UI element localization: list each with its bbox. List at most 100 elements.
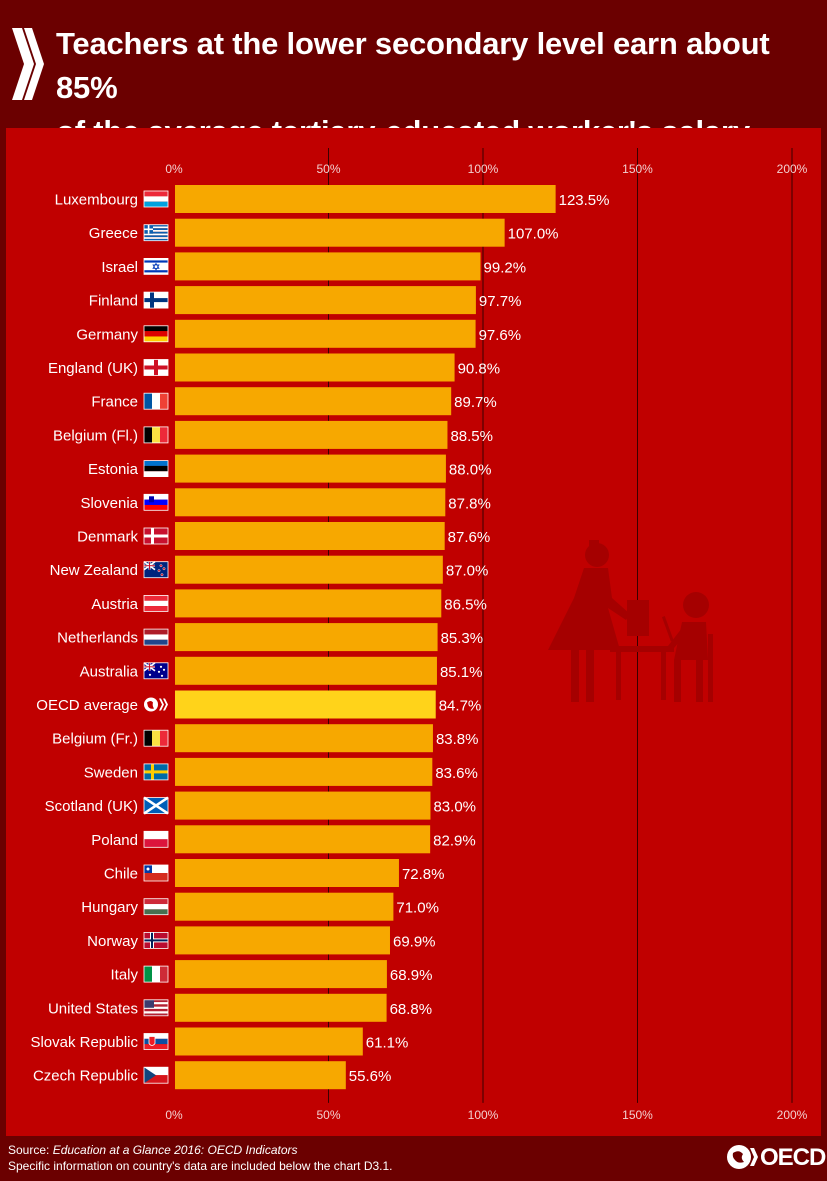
- bar: [175, 286, 476, 315]
- category-label: Slovenia: [80, 495, 138, 512]
- category-label: Estonia: [88, 461, 139, 478]
- source-title: Education at a Glance 2016: OECD Indicat…: [52, 1143, 298, 1157]
- bar: [175, 1027, 363, 1056]
- bar: [175, 589, 442, 618]
- x-tick-label-top: 50%: [316, 162, 340, 176]
- category-label: OECD average: [36, 697, 138, 714]
- value-label: 97.7%: [479, 293, 522, 310]
- category-label: Belgium (Fl.): [53, 427, 138, 444]
- category-label: Italy: [110, 967, 138, 984]
- category-label: New Zealand: [50, 562, 138, 579]
- value-label: 68.9%: [390, 967, 433, 984]
- australia-flag-icon: [143, 662, 169, 680]
- value-label: 55.6%: [349, 1068, 392, 1085]
- category-label: Israel: [101, 259, 138, 276]
- bar: [175, 993, 387, 1022]
- category-label: Poland: [91, 832, 138, 849]
- bar: [175, 454, 446, 483]
- value-label: 84.7%: [439, 698, 482, 715]
- bar: [175, 623, 438, 652]
- source-line: Source: Education at a Glance 2016: OECD…: [8, 1142, 298, 1158]
- x-tick-label-bottom: 0%: [165, 1108, 183, 1122]
- bar: [175, 825, 431, 854]
- italy-flag-icon: [143, 965, 169, 983]
- slovenia-flag-icon: [143, 493, 169, 511]
- category-label: Slovak Republic: [30, 1034, 138, 1051]
- estonia-flag-icon: [143, 460, 169, 478]
- bar: [175, 522, 445, 550]
- category-label: Finland: [89, 293, 138, 310]
- value-label: 83.0%: [433, 799, 476, 816]
- value-label: 90.8%: [458, 361, 501, 378]
- value-label: 72.8%: [402, 866, 445, 883]
- value-label: 88.5%: [450, 428, 493, 445]
- value-label: 87.6%: [448, 529, 491, 546]
- oecd-globe-icon: [727, 1145, 758, 1169]
- bar: [175, 353, 455, 382]
- category-label: Austria: [91, 596, 138, 613]
- category-label: Netherlands: [57, 630, 138, 647]
- x-tick-label-top: 0%: [165, 162, 183, 176]
- united-states-flag-icon: [143, 999, 169, 1017]
- value-label: 99.2%: [484, 259, 527, 276]
- category-label: Germany: [76, 326, 138, 343]
- header: Teachers at the lower secondary level ea…: [0, 0, 827, 149]
- value-label: 83.6%: [435, 765, 478, 782]
- teacher-and-student-illustration: [548, 540, 713, 702]
- oecd-chevron-logo-icon: [12, 28, 44, 100]
- oecd-logo-text: OECD: [760, 1144, 826, 1171]
- x-tick-label-bottom: 200%: [777, 1108, 808, 1122]
- value-label: 83.8%: [436, 731, 479, 748]
- england-flag-icon: [143, 359, 169, 376]
- netherlands-flag-icon: [143, 628, 169, 646]
- category-label: England (UK): [48, 360, 138, 377]
- czech-flag-icon: [143, 1066, 169, 1084]
- belgium-flag-icon: [143, 729, 169, 747]
- bar: [175, 892, 394, 921]
- poland-flag-icon: [143, 830, 169, 848]
- bar: [175, 859, 399, 887]
- footer: Source: Education at a Glance 2016: OECD…: [0, 1136, 827, 1181]
- bar: [175, 926, 390, 955]
- category-label: Greece: [89, 225, 138, 242]
- chart-panel: 0% 0% 50% 50% 100% 100% 150% 150% 200% 200% 123.5…: [6, 128, 821, 1136]
- bar: [175, 555, 443, 584]
- belgium-flag-icon: [143, 426, 169, 444]
- category-label: Norway: [87, 933, 138, 950]
- germany-flag-icon: [143, 325, 169, 343]
- finland-flag-icon: [143, 291, 169, 309]
- x-tick-label-bottom: 100%: [468, 1108, 499, 1122]
- denmark-flag-icon: [143, 527, 169, 545]
- france-flag-icon: [143, 392, 169, 410]
- x-tick-label-bottom: 150%: [622, 1108, 653, 1122]
- footnote: Specific information on country's data a…: [8, 1159, 393, 1173]
- category-label: Denmark: [77, 529, 138, 546]
- value-label: 89.7%: [454, 394, 497, 411]
- bar: [175, 252, 481, 281]
- bar: [175, 319, 476, 348]
- bar: [175, 960, 387, 989]
- bar: [175, 420, 448, 449]
- greece-flag-icon: [143, 224, 169, 242]
- bar-oecd-average: [175, 690, 436, 719]
- slovakia-flag-icon: [143, 1033, 169, 1050]
- x-tick-label-bottom: 50%: [316, 1108, 340, 1122]
- value-label: 97.6%: [479, 327, 522, 344]
- title-line-1: Teachers at the lower secondary level ea…: [56, 26, 770, 105]
- value-label: 88.0%: [449, 462, 492, 479]
- category-label: Czech Republic: [33, 1068, 139, 1085]
- bar: [175, 488, 446, 517]
- oecd-logo: OECD: [724, 1140, 826, 1176]
- category-label: Scotland (UK): [45, 798, 138, 815]
- chile-flag-icon: [143, 864, 169, 882]
- sweden-flag-icon: [143, 763, 169, 781]
- value-label: 71.0%: [396, 900, 439, 917]
- bar: [175, 218, 505, 247]
- category-label: Hungary: [81, 899, 138, 916]
- value-label: 87.0%: [446, 563, 489, 580]
- scotland-flag-icon: [143, 796, 169, 815]
- value-label: 85.3%: [441, 630, 484, 647]
- bar: [175, 387, 452, 416]
- value-label: 86.5%: [444, 596, 487, 613]
- category-label: France: [91, 394, 138, 411]
